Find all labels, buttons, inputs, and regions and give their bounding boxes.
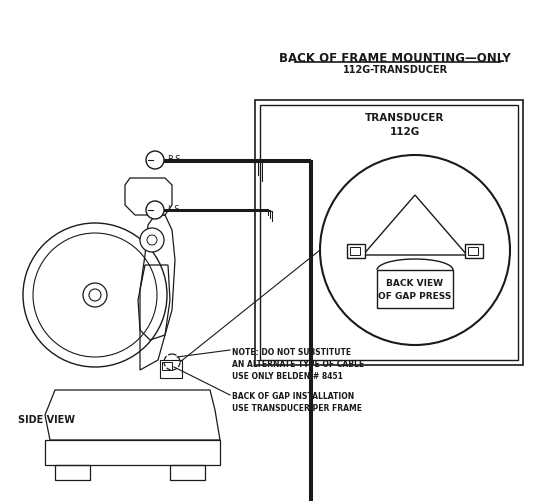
Text: AN ALTERNATE TYPE OF CABLE: AN ALTERNATE TYPE OF CABLE <box>232 360 364 369</box>
Text: R.S.: R.S. <box>167 155 183 164</box>
Circle shape <box>146 201 164 219</box>
Text: NOTE: DO NOT SUBSTITUTE: NOTE: DO NOT SUBSTITUTE <box>232 348 351 357</box>
Text: 112G-TRANSDUCER: 112G-TRANSDUCER <box>342 65 448 75</box>
Text: BACK OF GAP INSTALLATION: BACK OF GAP INSTALLATION <box>232 392 354 401</box>
Circle shape <box>320 155 510 345</box>
Bar <box>55 465 90 480</box>
Circle shape <box>140 228 164 252</box>
Text: SIDE VIEW: SIDE VIEW <box>18 415 75 425</box>
Text: BACK VIEW
OF GAP PRESS: BACK VIEW OF GAP PRESS <box>378 279 452 301</box>
Bar <box>160 360 182 378</box>
Text: L.S.: L.S. <box>167 205 182 214</box>
Bar <box>465 244 483 258</box>
Bar <box>468 247 478 255</box>
Bar <box>255 100 523 365</box>
Bar <box>350 247 360 255</box>
Circle shape <box>146 151 164 169</box>
Text: USE ONLY BELDEN # 8451: USE ONLY BELDEN # 8451 <box>232 372 343 381</box>
Bar <box>170 465 205 480</box>
Bar <box>377 270 453 308</box>
Text: TRANSDUCER
112G: TRANSDUCER 112G <box>366 113 444 137</box>
Bar <box>45 440 220 465</box>
Bar <box>162 362 172 370</box>
Text: BACK OF FRAME MOUNTING—ONLY: BACK OF FRAME MOUNTING—ONLY <box>279 52 511 65</box>
Text: USE TRANSDUCER PER FRAME: USE TRANSDUCER PER FRAME <box>232 404 362 413</box>
Bar <box>260 105 518 360</box>
Bar <box>347 244 365 258</box>
